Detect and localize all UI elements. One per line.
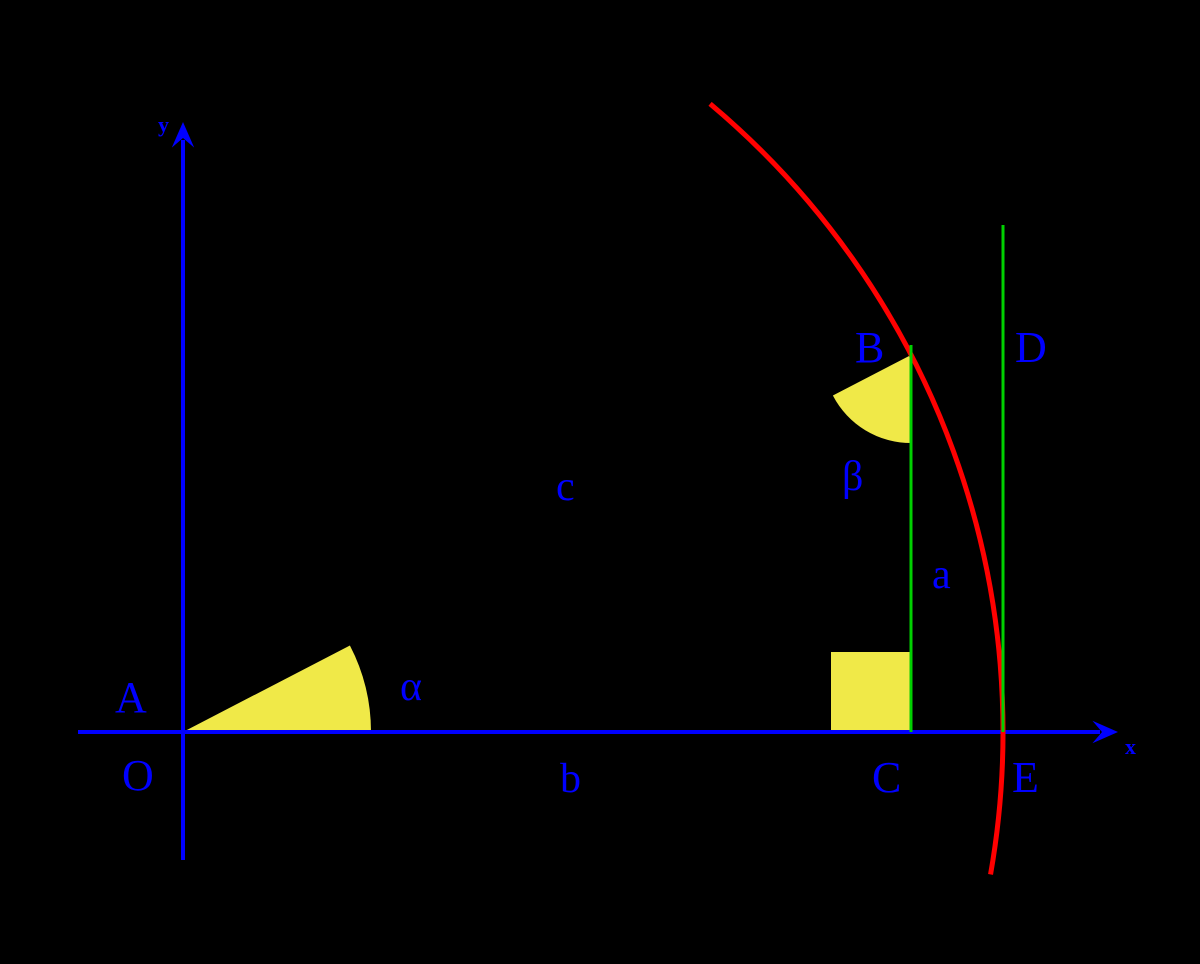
x-axis-label: x (1125, 734, 1136, 759)
trig-diagram: x y A O B C D E a b c α β (0, 0, 1200, 964)
angle-alpha-marker (183, 645, 371, 732)
label-angle-alpha: α (400, 664, 422, 710)
label-side-c: c (556, 464, 575, 510)
label-C: C (872, 753, 901, 802)
label-side-a: a (932, 552, 951, 598)
label-O: O (122, 751, 154, 800)
label-side-b: b (560, 756, 581, 802)
label-B: B (855, 323, 884, 372)
label-angle-beta: β (842, 454, 863, 500)
label-E: E (1012, 753, 1039, 802)
right-angle-marker (831, 652, 911, 732)
label-D: D (1015, 323, 1047, 372)
y-axis-label: y (158, 112, 169, 137)
label-A: A (115, 673, 147, 722)
